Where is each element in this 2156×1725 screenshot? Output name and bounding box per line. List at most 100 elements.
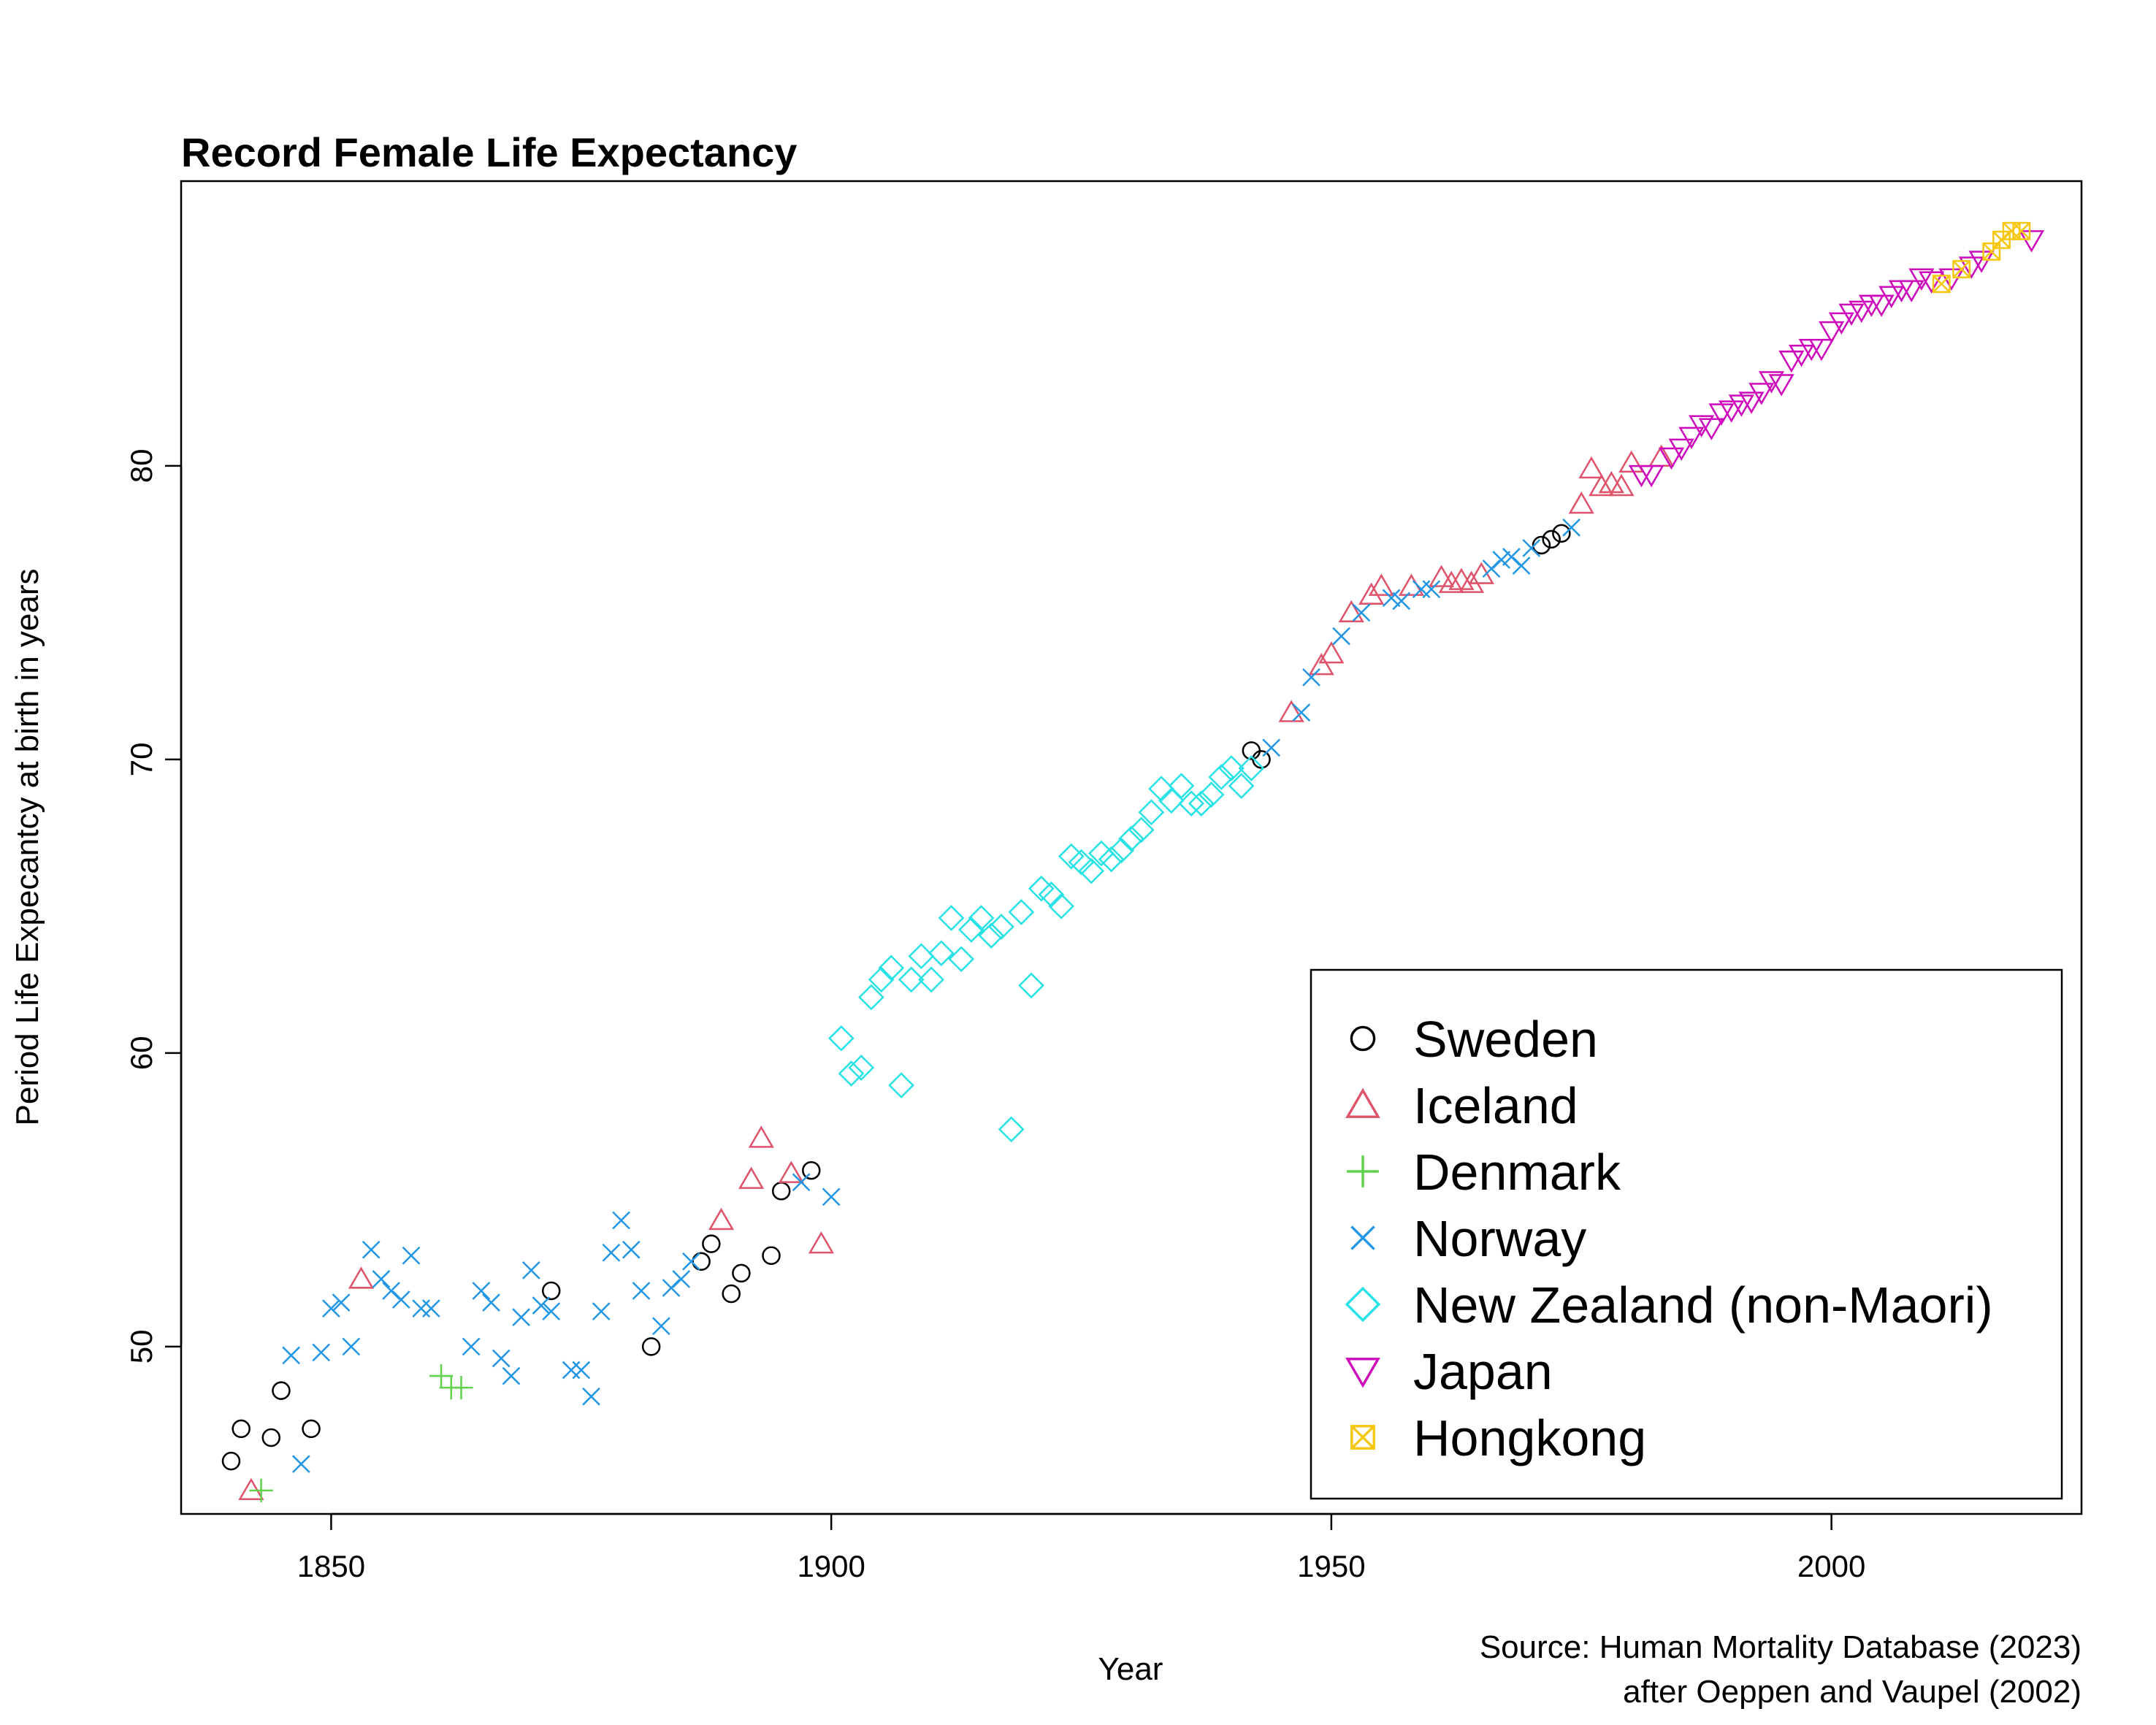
data-point xyxy=(429,1363,454,1388)
legend-label: Hongkong xyxy=(1413,1410,1646,1466)
data-point xyxy=(372,1270,391,1288)
series-new-zealand-non-maori xyxy=(827,755,1265,1143)
data-point xyxy=(858,984,884,1011)
y-tick-label: 80 xyxy=(124,449,158,483)
data-point xyxy=(1018,972,1044,999)
data-point xyxy=(582,1387,600,1406)
data-point xyxy=(1768,374,1794,397)
data-point xyxy=(332,1293,351,1312)
data-point xyxy=(988,914,1014,940)
data-point xyxy=(928,940,955,967)
data-point xyxy=(482,1293,500,1312)
data-point xyxy=(822,1187,841,1206)
legend-box xyxy=(1310,968,2063,1500)
data-point xyxy=(348,1266,375,1289)
data-point xyxy=(978,922,1005,949)
data-point xyxy=(1958,256,1984,279)
data-point xyxy=(878,955,905,982)
data-point xyxy=(682,1252,700,1271)
legend-marker xyxy=(1347,1155,1379,1187)
data-point xyxy=(1568,491,1594,514)
data-point xyxy=(1658,447,1685,470)
data-point xyxy=(792,1173,811,1192)
data-point xyxy=(1532,535,1551,555)
data-point xyxy=(888,1072,914,1098)
legend-label: Japan xyxy=(1413,1343,1553,1400)
legend-label: Denmark xyxy=(1413,1144,1621,1201)
data-point xyxy=(1252,750,1271,769)
data-point xyxy=(1218,755,1245,781)
legend-marker xyxy=(1350,1225,1375,1250)
data-point xyxy=(1608,473,1635,497)
legend-marker xyxy=(1345,1286,1381,1323)
legend-marker xyxy=(1350,1025,1376,1052)
data-point xyxy=(391,1290,410,1309)
data-point xyxy=(702,1234,721,1253)
data-point xyxy=(958,917,985,943)
y-axis-label: Period Life Expecantcy at birth in years xyxy=(9,568,45,1125)
legend-label: Iceland xyxy=(1413,1077,1578,1134)
legend-marker xyxy=(1350,1425,1375,1450)
data-point xyxy=(1078,857,1105,884)
data-point xyxy=(1552,524,1571,543)
data-point xyxy=(449,1376,473,1400)
data-point xyxy=(1198,781,1225,808)
data-point xyxy=(312,1343,331,1362)
data-point xyxy=(1188,790,1215,817)
data-point xyxy=(291,1455,310,1474)
data-point xyxy=(602,1243,621,1262)
data-point xyxy=(1438,570,1464,593)
y-axis: 50 60 70 80 xyxy=(124,449,183,1363)
data-point xyxy=(918,966,944,993)
data-point xyxy=(221,1451,241,1471)
data-point xyxy=(1689,415,1715,437)
chart-title: Record Female Life Expectancy xyxy=(181,129,797,175)
data-point xyxy=(1338,600,1364,623)
data-point xyxy=(1422,580,1441,599)
data-point xyxy=(612,1211,630,1230)
data-point xyxy=(1819,321,1845,344)
data-point xyxy=(848,1055,875,1081)
data-point xyxy=(1368,573,1394,596)
data-point xyxy=(1332,627,1350,646)
data-point xyxy=(592,1302,611,1321)
data-point xyxy=(1318,640,1345,664)
data-point xyxy=(1382,589,1401,608)
data-point xyxy=(472,1282,491,1300)
data-point xyxy=(722,1284,741,1304)
data-point xyxy=(1128,816,1155,844)
data-point xyxy=(632,1282,651,1300)
data-point xyxy=(1492,551,1511,569)
data-point xyxy=(1952,260,1971,279)
data-point xyxy=(1982,242,2001,261)
data-point xyxy=(1522,539,1541,557)
data-point xyxy=(1968,250,1995,273)
data-point xyxy=(1168,773,1195,799)
data-point xyxy=(238,1477,264,1501)
data-point xyxy=(1352,603,1371,622)
data-point xyxy=(1849,300,1875,324)
source-line-2: after Oeppen and Vaupel (2002) xyxy=(1623,1674,2082,1710)
data-point xyxy=(492,1349,511,1368)
x-axis: 1850 1900 1950 2000 xyxy=(297,1512,1865,1583)
data-point xyxy=(541,1281,561,1301)
data-point xyxy=(1278,700,1304,722)
series-norway xyxy=(282,518,1580,1474)
data-point xyxy=(1428,565,1455,587)
data-point xyxy=(421,1299,440,1317)
data-point xyxy=(1228,773,1255,799)
data-point xyxy=(672,1270,691,1288)
data-point xyxy=(402,1246,421,1265)
data-point xyxy=(521,1261,540,1280)
data-point xyxy=(1758,371,1785,394)
data-point xyxy=(1668,438,1694,462)
data-point xyxy=(1808,338,1835,362)
data-point xyxy=(362,1240,381,1259)
data-point xyxy=(622,1240,641,1259)
data-point xyxy=(302,1419,321,1439)
data-point xyxy=(1788,345,1815,367)
data-point xyxy=(2012,221,2031,240)
data-point xyxy=(1178,790,1205,817)
data-point xyxy=(1238,755,1265,781)
